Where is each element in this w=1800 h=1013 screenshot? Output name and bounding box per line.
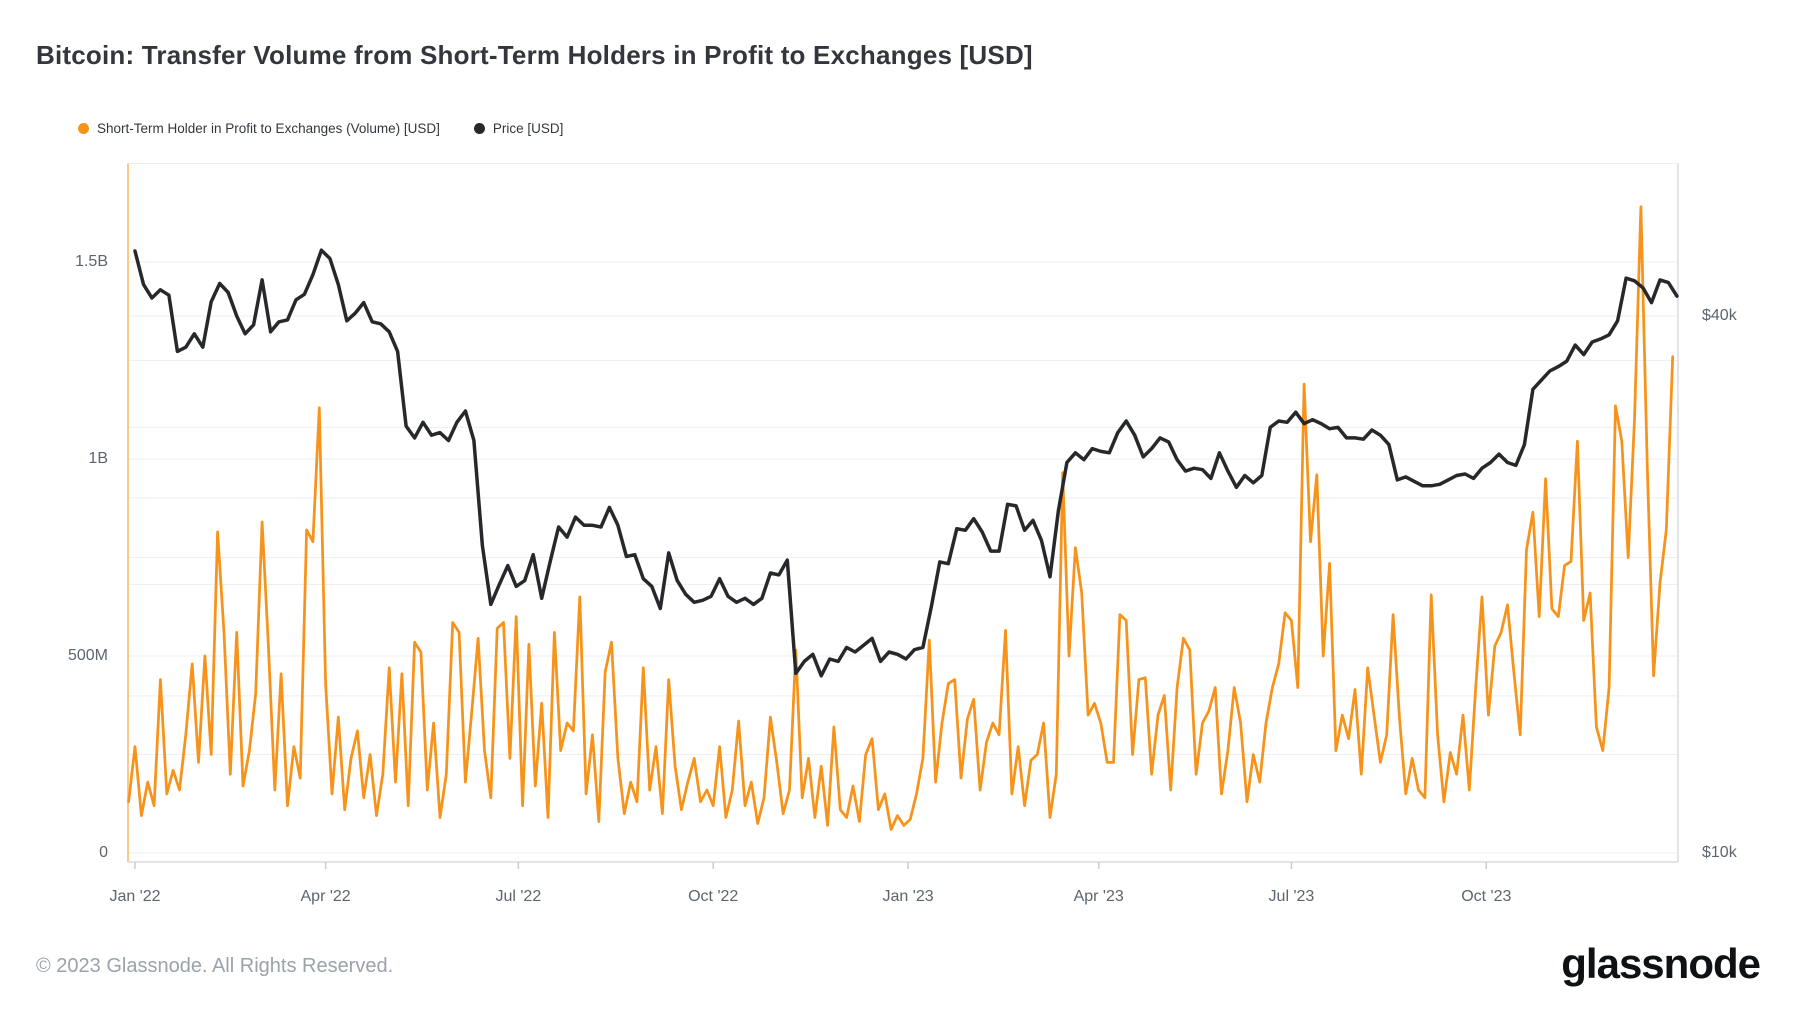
x-axis-label: Oct '22 [688, 888, 739, 905]
x-axis-label: Jul '22 [495, 888, 542, 905]
x-axis-label: Apr '23 [1073, 888, 1124, 905]
x-axis-label: Apr '22 [300, 888, 351, 905]
x-axis-label: Jan '23 [882, 888, 934, 905]
glassnode-logo: glassnode [1561, 940, 1761, 987]
page-title: Bitcoin: Transfer Volume from Short-Term… [36, 40, 1033, 70]
legend-item-volume[interactable]: Short-Term Holder in Profit to Exchanges… [78, 121, 440, 136]
y-axis-left-label: 0 [99, 844, 108, 861]
y-axis-left-label: 500M [67, 647, 108, 664]
chart-legend: Short-Term Holder in Profit to Exchanges… [78, 121, 583, 136]
volume-series-line[interactable] [127, 205, 1675, 831]
price-series-line[interactable] [133, 248, 1679, 678]
legend-item-price[interactable]: Price [USD] [473, 121, 564, 136]
footer-copyright: © 2023 Glassnode. All Rights Reserved. [36, 955, 394, 977]
y-axis-left-label: 1.5B [75, 253, 108, 270]
legend-item-volume-label: Short-Term Holder in Profit to Exchanges… [97, 121, 440, 136]
x-axis-label: Jul '23 [1268, 888, 1315, 905]
y-axis-left-label: 1B [88, 450, 108, 467]
legend-item-price-label: Price [USD] [492, 121, 564, 136]
price-series-dot-icon [473, 123, 485, 134]
y-axis-right-label: $40k [1702, 306, 1737, 324]
x-axis-label: Jan '22 [109, 888, 161, 905]
y-axis-right-label: $10k [1702, 844, 1737, 861]
x-axis-label: Oct '23 [1461, 888, 1512, 905]
volume-series-dot-icon [78, 123, 89, 134]
